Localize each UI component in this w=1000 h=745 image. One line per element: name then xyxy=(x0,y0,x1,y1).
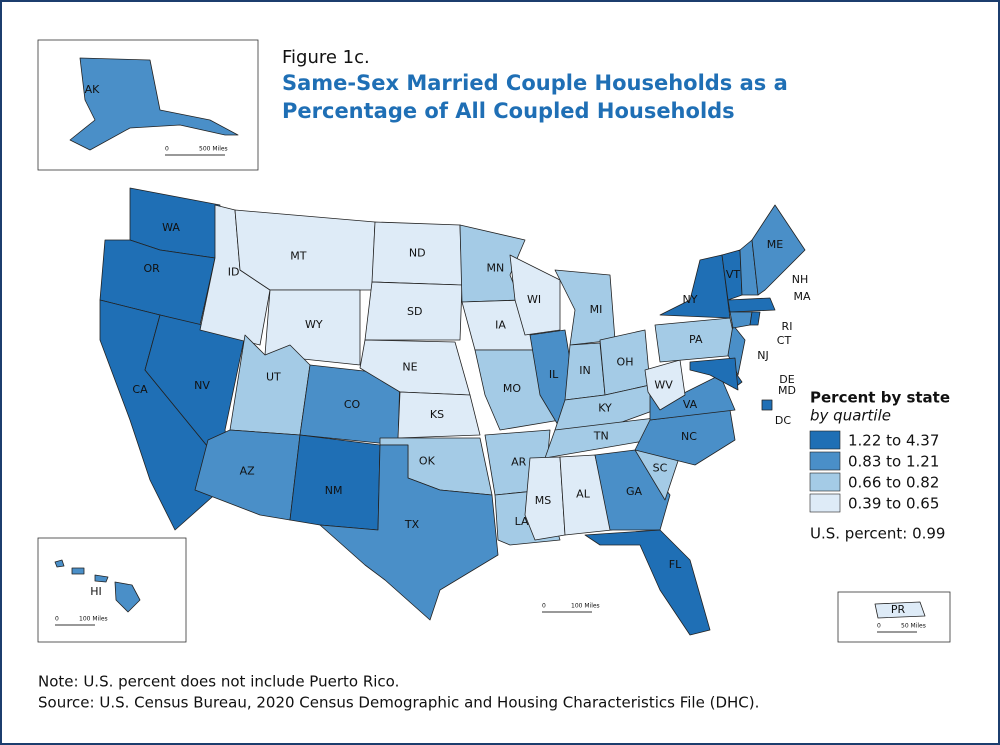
state-label: IA xyxy=(495,319,506,332)
state xyxy=(364,281,463,341)
legend-swatch xyxy=(809,430,841,450)
state xyxy=(69,57,239,151)
state xyxy=(689,357,739,391)
state-label: AZ xyxy=(240,465,256,478)
state-label: FL xyxy=(669,558,682,571)
state-label: AK xyxy=(85,83,101,96)
legend-swatch xyxy=(809,472,841,492)
state-label: OH xyxy=(617,356,634,369)
state-label: AL xyxy=(576,487,591,500)
legend-title: Percent by state xyxy=(810,389,950,407)
scale-zero: 0 xyxy=(165,146,169,153)
state xyxy=(509,254,561,336)
state-label: MO xyxy=(503,382,521,395)
state-label: DC xyxy=(775,414,791,427)
scale-label: 100 Miles xyxy=(571,603,600,610)
state-label: NC xyxy=(681,430,697,443)
state xyxy=(319,444,499,621)
state-label: VA xyxy=(683,398,698,411)
scale-zero: 0 xyxy=(55,616,59,623)
state xyxy=(397,391,481,439)
state xyxy=(524,456,566,541)
state xyxy=(554,269,616,346)
figure-number: Figure 1c. xyxy=(282,47,370,68)
state-label: NH xyxy=(792,273,809,286)
state-label: OR xyxy=(144,262,161,275)
note: Note: U.S. percent does not include Puer… xyxy=(38,673,399,691)
state xyxy=(594,449,671,531)
state-label: MD xyxy=(778,384,796,397)
state xyxy=(749,311,761,326)
scale-zero: 0 xyxy=(542,603,546,610)
state-label: HI xyxy=(90,585,102,598)
state-label: TX xyxy=(404,518,420,531)
legend-subtitle: by quartile xyxy=(810,407,891,425)
state-label: MA xyxy=(793,290,810,303)
state-label: WI xyxy=(527,293,541,306)
scale-label: 500 Miles xyxy=(199,146,228,153)
state-label: TN xyxy=(593,430,609,443)
state-label: CA xyxy=(132,383,148,396)
state xyxy=(751,204,806,296)
state xyxy=(289,434,381,531)
state-label: MI xyxy=(590,303,603,316)
state-label: CT xyxy=(777,334,792,347)
us-percent: U.S. percent: 0.99 xyxy=(810,525,945,543)
state-label: WA xyxy=(162,221,180,234)
state-label: IL xyxy=(549,368,559,381)
state-label: NY xyxy=(683,293,698,306)
state xyxy=(761,399,773,411)
state-label: KY xyxy=(598,401,612,414)
state-label: MN xyxy=(487,261,505,274)
legend-label: 0.66 to 0.82 xyxy=(848,474,939,492)
state-label: NV xyxy=(194,379,210,392)
state-label: PA xyxy=(689,333,703,346)
state-label: GA xyxy=(626,485,643,498)
state-label: ME xyxy=(767,238,783,251)
title: Percentage of All Coupled Households xyxy=(282,99,735,123)
state-label: CO xyxy=(344,398,361,411)
state xyxy=(727,297,776,313)
title: Same-Sex Married Couple Households as a xyxy=(282,71,788,95)
state xyxy=(584,529,711,636)
legend-swatch xyxy=(809,451,841,471)
state-label: NM xyxy=(325,484,343,497)
state-label: WV xyxy=(654,378,673,391)
legend-label: 1.22 to 4.37 xyxy=(848,432,939,450)
state-label: RI xyxy=(782,320,793,333)
source: Source: U.S. Census Bureau, 2020 Census … xyxy=(38,694,759,712)
hawaii-inset xyxy=(37,537,187,643)
state-label: LA xyxy=(515,515,529,528)
legend-label: 0.83 to 1.21 xyxy=(848,453,939,471)
state-label: SD xyxy=(407,305,422,318)
state-label: ID xyxy=(228,266,240,279)
scale-label: 50 Miles xyxy=(901,623,926,630)
scale-zero: 0 xyxy=(877,623,881,630)
state-label: MT xyxy=(290,249,306,262)
state xyxy=(644,359,686,411)
state-label: NJ xyxy=(757,349,768,362)
state-label: OK xyxy=(419,454,436,467)
state-label: VT xyxy=(726,268,741,281)
state-label: UT xyxy=(266,371,281,384)
legend-swatch xyxy=(809,493,841,513)
state xyxy=(874,601,926,619)
state-label: WY xyxy=(305,318,323,331)
state xyxy=(54,559,141,613)
state-label: DE xyxy=(779,373,794,386)
state-label: IN xyxy=(579,364,590,377)
scale-label: 100 Miles xyxy=(79,616,108,623)
state-label: KS xyxy=(430,408,444,421)
state-label: AR xyxy=(511,456,527,469)
state-label: SC xyxy=(653,461,668,474)
state-label: PR xyxy=(891,603,906,616)
legend-label: 0.39 to 0.65 xyxy=(848,495,939,513)
state xyxy=(729,311,753,329)
map: WA OR CA NV ID MT WY UT CO AZ NM ND SD NE KS OK TX MN IA MO… xyxy=(54,57,926,636)
state-label: MS xyxy=(535,494,551,507)
state xyxy=(659,254,731,319)
state-label: ND xyxy=(409,247,426,260)
state-label: NE xyxy=(402,360,417,373)
